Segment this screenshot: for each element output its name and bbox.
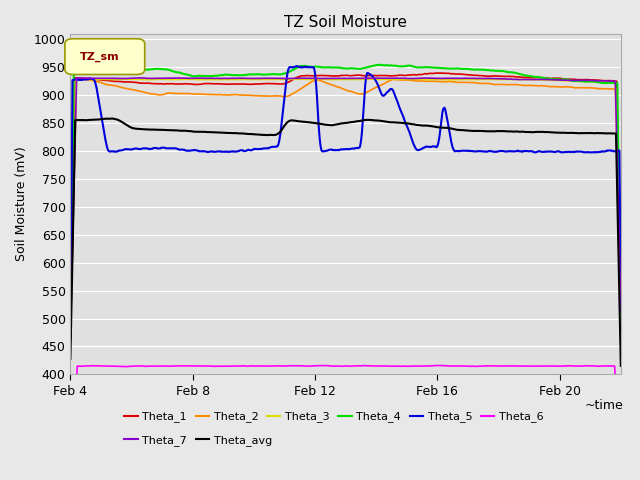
Theta_6 bbox=[67, 479, 74, 480]
Theta_2 bbox=[67, 336, 74, 341]
Theta_3 bbox=[617, 309, 625, 314]
Theta_3 bbox=[541, 77, 549, 83]
Text: TZ_sm: TZ_sm bbox=[80, 52, 120, 62]
Theta_3 bbox=[127, 76, 134, 82]
Theta_1 bbox=[417, 72, 425, 78]
Y-axis label: Soil Moisture (mV): Soil Moisture (mV) bbox=[15, 146, 28, 262]
Theta_5 bbox=[484, 148, 492, 154]
Line: Theta_5: Theta_5 bbox=[70, 66, 621, 339]
Line: Theta_4: Theta_4 bbox=[70, 65, 621, 341]
Theta_4 bbox=[387, 62, 395, 68]
Line: Theta_6: Theta_6 bbox=[70, 365, 621, 480]
Theta_5 bbox=[67, 336, 74, 342]
Theta_6 bbox=[401, 363, 409, 369]
FancyBboxPatch shape bbox=[65, 39, 145, 74]
Theta_5 bbox=[401, 120, 409, 125]
Theta_6 bbox=[319, 362, 327, 368]
Theta_7 bbox=[100, 75, 108, 81]
Theta_avg bbox=[418, 122, 426, 128]
Theta_4 bbox=[100, 67, 108, 73]
Theta_3 bbox=[100, 76, 108, 82]
Line: Theta_3: Theta_3 bbox=[70, 79, 621, 339]
Theta_3 bbox=[484, 77, 492, 83]
Legend: Theta_7, Theta_avg: Theta_7, Theta_avg bbox=[120, 431, 276, 451]
Theta_1 bbox=[541, 75, 549, 81]
Theta_2 bbox=[541, 83, 549, 89]
Theta_avg bbox=[617, 363, 625, 369]
Theta_5 bbox=[387, 86, 395, 92]
Theta_4 bbox=[376, 62, 383, 68]
Theta_avg bbox=[401, 120, 409, 126]
Theta_2 bbox=[617, 341, 625, 347]
Theta_2 bbox=[484, 81, 492, 86]
Theta_7 bbox=[541, 77, 549, 83]
Theta_1 bbox=[617, 337, 625, 343]
Theta_4 bbox=[541, 75, 549, 81]
Theta_7 bbox=[67, 335, 74, 341]
Theta_1 bbox=[401, 72, 408, 78]
Theta_7 bbox=[418, 75, 426, 81]
Theta_3 bbox=[387, 76, 395, 82]
Theta_3 bbox=[418, 76, 426, 82]
Theta_avg bbox=[109, 116, 116, 121]
Theta_avg bbox=[484, 129, 492, 134]
Theta_2 bbox=[418, 78, 426, 84]
Theta_avg bbox=[541, 129, 549, 135]
Theta_1 bbox=[484, 73, 492, 79]
Theta_7 bbox=[401, 75, 409, 81]
Theta_3 bbox=[67, 336, 74, 342]
Theta_4 bbox=[67, 332, 74, 337]
Theta_avg bbox=[387, 120, 395, 125]
Line: Theta_1: Theta_1 bbox=[70, 73, 621, 340]
Theta_6 bbox=[387, 363, 395, 369]
Theta_5 bbox=[292, 63, 300, 69]
Theta_5 bbox=[100, 129, 108, 135]
Theta_6 bbox=[541, 363, 549, 369]
Theta_2 bbox=[101, 81, 109, 87]
Theta_7 bbox=[387, 75, 395, 81]
Theta_6 bbox=[100, 363, 108, 369]
Theta_2 bbox=[401, 77, 409, 83]
Theta_avg bbox=[67, 356, 74, 362]
Theta_2 bbox=[387, 77, 395, 83]
Theta_7 bbox=[484, 76, 492, 82]
Theta_4 bbox=[617, 338, 625, 344]
Theta_avg bbox=[100, 116, 108, 122]
Theta_1 bbox=[437, 70, 445, 76]
Theta_5 bbox=[418, 146, 426, 152]
Theta_5 bbox=[541, 149, 549, 155]
Theta_4 bbox=[484, 67, 492, 73]
Theta_1 bbox=[386, 73, 394, 79]
Theta_7 bbox=[136, 75, 144, 81]
Theta_6 bbox=[418, 363, 426, 369]
Theta_6 bbox=[484, 363, 492, 369]
Line: Theta_2: Theta_2 bbox=[70, 79, 621, 344]
Theta_5 bbox=[617, 297, 625, 302]
Theta_3 bbox=[401, 76, 409, 82]
Title: TZ Soil Moisture: TZ Soil Moisture bbox=[284, 15, 407, 30]
Theta_6 bbox=[617, 468, 625, 473]
Line: Theta_7: Theta_7 bbox=[70, 78, 621, 338]
Theta_1 bbox=[100, 77, 108, 83]
Theta_1 bbox=[67, 335, 74, 340]
Theta_7 bbox=[617, 308, 625, 314]
Text: ~time: ~time bbox=[585, 399, 623, 412]
Theta_4 bbox=[418, 64, 426, 70]
Theta_4 bbox=[401, 63, 409, 69]
Line: Theta_avg: Theta_avg bbox=[70, 119, 621, 366]
Theta_2 bbox=[77, 76, 85, 82]
